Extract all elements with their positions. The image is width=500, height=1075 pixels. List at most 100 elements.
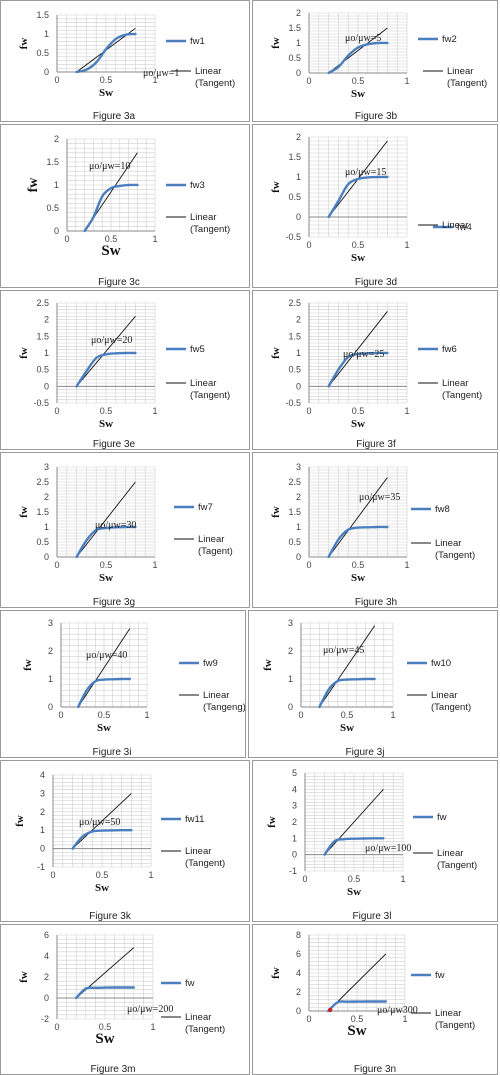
y-axis-label: fw [22, 659, 34, 671]
legend-tangent-label: Linear [431, 690, 457, 701]
y-tick-label: -0.5 [285, 232, 301, 242]
y-tick-label: 0 [296, 552, 301, 562]
y-axis-label: fw [270, 37, 282, 49]
viscosity-ratio-label: μo/μw=25 [343, 349, 384, 360]
legend-tangent-label: Linear [442, 220, 468, 231]
legend-tangent-label-2: (Tangent) [190, 390, 230, 401]
viscosity-ratio-label: μo/μw=35 [359, 492, 400, 503]
x-axis-label: Sw [351, 252, 365, 264]
y-tick-label: 2 [54, 134, 59, 144]
y-tick-label: 1.5 [288, 152, 301, 162]
y-tick-label: 1 [40, 825, 45, 835]
y-tick-label: 1.5 [36, 507, 49, 517]
x-tick-label: 0 [306, 76, 311, 86]
legend-tangent-label: Linear [190, 378, 216, 389]
x-tick-label: 1 [152, 560, 157, 570]
chart-panel: 0 0.5 1 0 0.5 1 1.5 μo/μw=1 Sw fw fw1 Linear (Tangen… [0, 0, 250, 122]
x-tick-label: 0.5 [105, 234, 118, 244]
y-tick-label: 0 [288, 702, 293, 712]
legend-tangent-label-2: (Tangent) [190, 224, 230, 235]
chart-svg: 0 0.5 1 0 1 2 3 μo/μw=40 Sw fw fw9 Linear(Tangeng) F… [22, 618, 245, 758]
y-tick-label: 0 [48, 702, 53, 712]
figure-caption: Figure 3j [346, 747, 385, 758]
x-tick-label: 0.5 [352, 76, 365, 86]
y-tick-label: 1.5 [288, 23, 301, 33]
fw-curve [327, 175, 389, 219]
y-tick-label: 1.5 [36, 10, 49, 20]
x-axis-label: Sw [347, 886, 361, 898]
y-axis-label: fw [270, 347, 282, 359]
legend-tangent-label-2: (Tangent) [437, 860, 477, 871]
viscosity-ratio-label: μo/μw=40 [86, 650, 127, 661]
x-tick-label: 0 [306, 1014, 311, 1024]
start-marker [328, 1007, 333, 1013]
y-tick-label: 4 [44, 951, 49, 961]
x-axis-label: Sw [351, 572, 365, 584]
legend-tangent-label-2: (Tangent) [435, 550, 475, 561]
chart-panel: 0 0.5 1 -0.5 0 0.5 1 1.5 2 μo/μw=15 Sw fw fw4 Linear F… [252, 124, 498, 288]
y-tick-label: 1 [44, 348, 49, 358]
y-axis-label: fw [18, 347, 30, 359]
viscosity-ratio-label: μo/μw=50 [79, 817, 120, 828]
legend-tangent-label-2: (Tangent) [185, 1024, 225, 1035]
y-tick-label: 2 [44, 315, 49, 325]
y-tick-label: 2.5 [288, 298, 301, 308]
legend-fw-label: fw [185, 978, 195, 989]
y-tick-label: 1.5 [36, 331, 49, 341]
y-tick-label: 2 [40, 807, 45, 817]
chart-panel: 0 0.5 1 0 1 2 3 μo/μw=40 Sw fw fw9 Linear (Tangeng) F… [0, 610, 246, 758]
y-axis-label: fw [26, 177, 41, 193]
x-tick-label: 0.5 [341, 710, 354, 720]
y-tick-label: 1 [288, 674, 293, 684]
y-tick-label: 0.5 [36, 365, 49, 375]
legend-tangent-label: Linear [185, 846, 211, 857]
x-axis-label: Sw [95, 1031, 114, 1047]
x-tick-label: 0 [50, 870, 55, 880]
y-tick-label: 6 [296, 949, 301, 959]
legend-tangent-label: Linear [435, 1008, 461, 1019]
legend-tangent-label-2: (Tagent) [198, 546, 233, 557]
y-tick-label: 2 [296, 987, 301, 997]
y-tick-label: 2 [44, 972, 49, 982]
y-tick-label: 1.5 [288, 507, 301, 517]
y-tick-label: 3 [292, 801, 297, 811]
figure-caption: Figure 3b [355, 111, 398, 122]
x-tick-label: 1 [404, 406, 409, 416]
y-tick-label: 0 [296, 381, 301, 391]
legend-fw-label: fw [437, 812, 447, 823]
legend-tangent-label-2: (Tangent) [442, 390, 482, 401]
legend-tangent-label: Linear [190, 212, 216, 223]
x-tick-label: 0.5 [100, 560, 113, 570]
y-tick-label: 3 [40, 788, 45, 798]
y-tick-label: 8 [296, 930, 301, 940]
x-tick-label: 0 [306, 240, 311, 250]
fw-curve [318, 677, 376, 709]
y-tick-label: 2 [288, 646, 293, 656]
x-tick-label: 0 [54, 1022, 59, 1032]
y-tick-label: 3 [44, 462, 49, 472]
legend-fw-label: fw8 [435, 504, 450, 515]
x-tick-label: 0.5 [100, 406, 113, 416]
y-tick-label: 2 [44, 492, 49, 502]
figure-caption: Figure 3k [89, 911, 132, 922]
y-tick-label: 1 [292, 833, 297, 843]
viscosity-ratio-label: μo/μw300 [377, 1005, 418, 1016]
legend-fw-label: fw5 [190, 344, 205, 355]
y-tick-label: 0 [296, 1006, 301, 1016]
chart-svg: 0 0.5 1 -1 0 1 2 3 4 5 μo/μw=100 Sw fw fw Linear(Tange… [266, 768, 477, 921]
y-tick-label: 0 [44, 381, 49, 391]
x-tick-label: 0.5 [352, 240, 365, 250]
fw-curve [323, 837, 385, 856]
y-tick-label: 0.5 [36, 537, 49, 547]
chart-svg: 0 0.5 1 0 0.5 1 1.5 2 2.5 3 μo/μw=30 Sw fw fw7 Linear(… [18, 462, 233, 608]
figure-caption: Figure 3i [93, 747, 132, 758]
tangent-line [328, 477, 388, 558]
figure-caption: Figure 3g [93, 597, 135, 608]
tangent-line [76, 481, 136, 558]
y-tick-label: -0.5 [285, 398, 301, 408]
x-tick-label: 0.5 [96, 870, 109, 880]
y-tick-label: -0.5 [33, 398, 49, 408]
legend-fw-label: fw2 [442, 34, 457, 45]
viscosity-ratio-label: μo/μw=5 [345, 33, 381, 44]
